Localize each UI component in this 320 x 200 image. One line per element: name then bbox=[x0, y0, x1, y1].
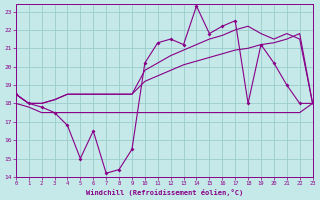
X-axis label: Windchill (Refroidissement éolien,°C): Windchill (Refroidissement éolien,°C) bbox=[85, 189, 243, 196]
